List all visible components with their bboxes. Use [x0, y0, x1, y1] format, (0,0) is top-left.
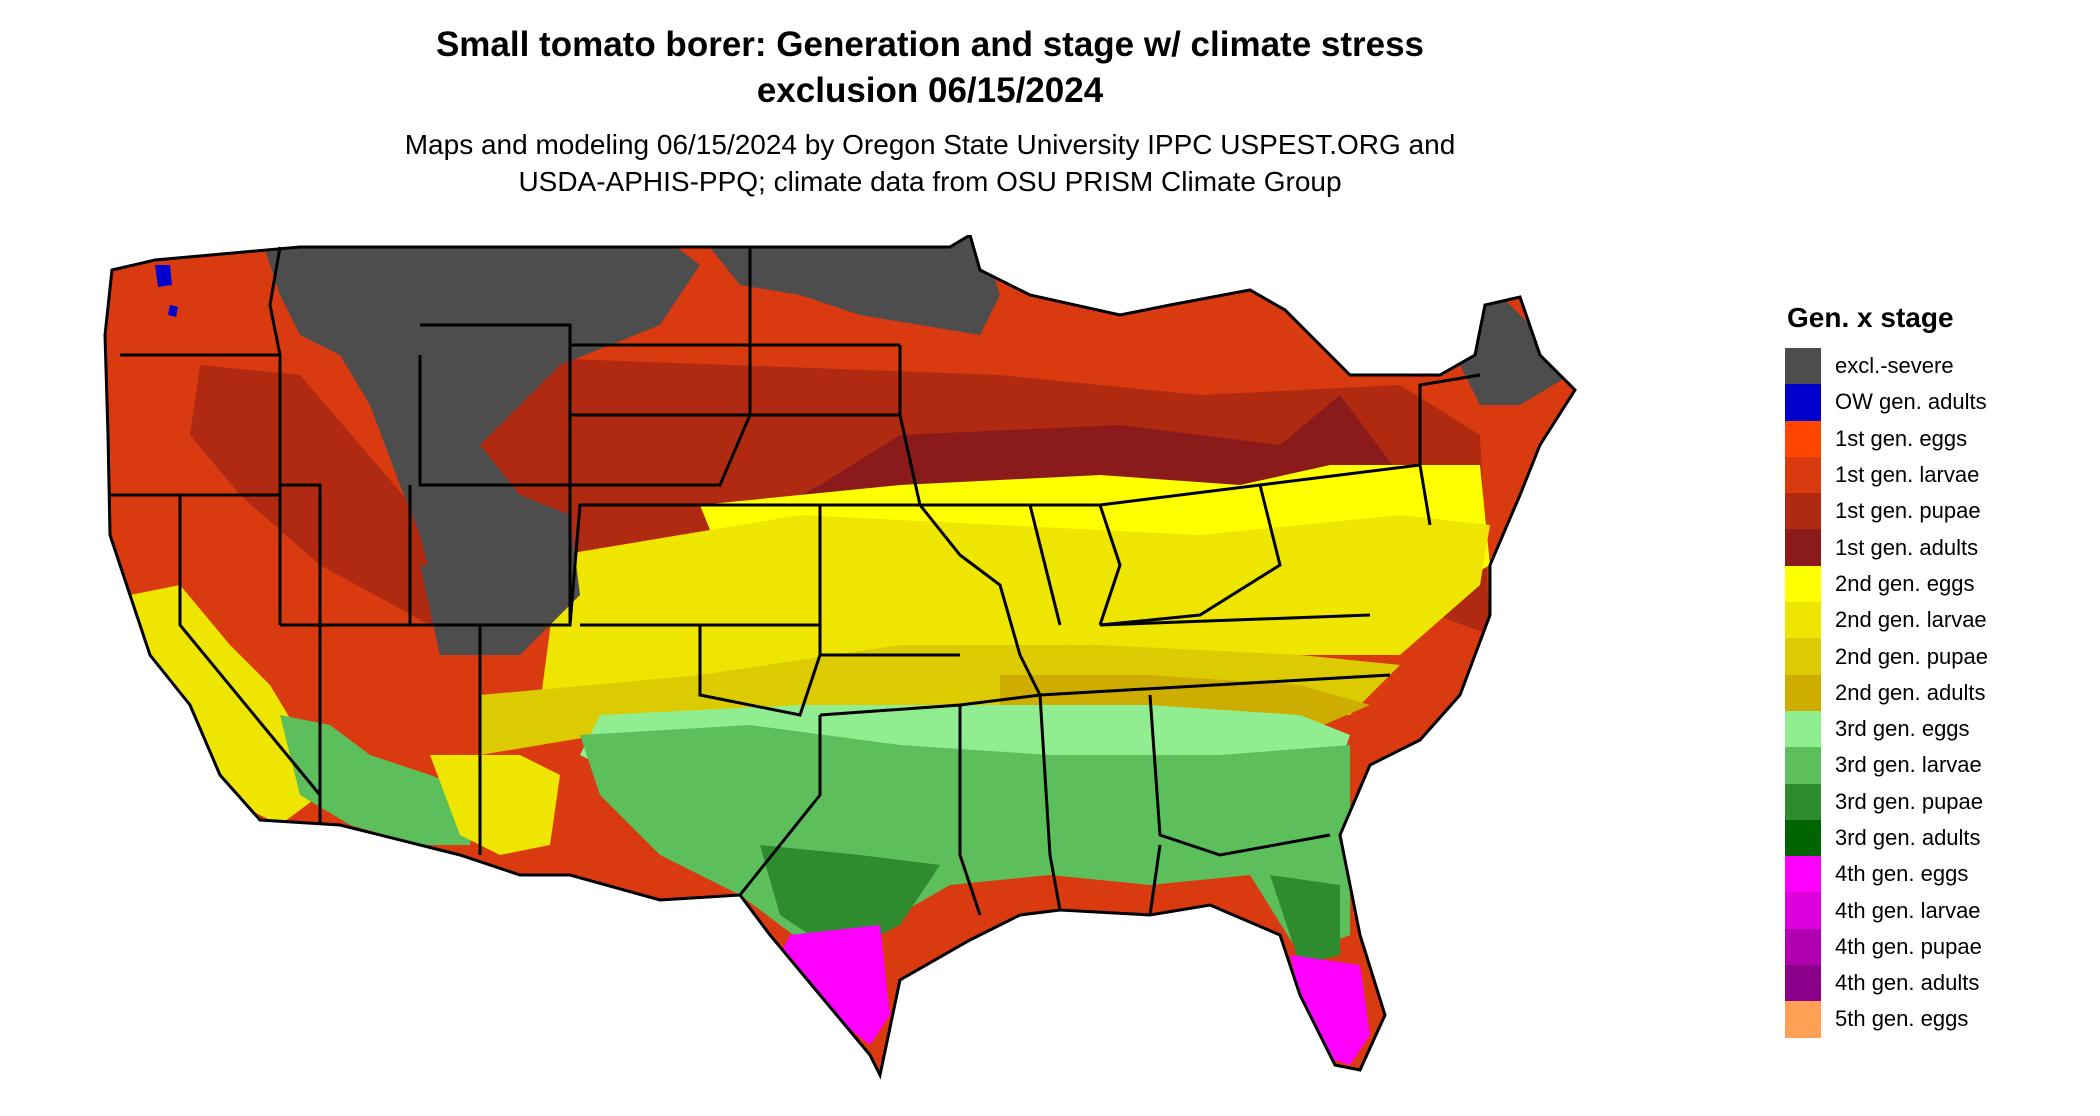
subtitle-line-2: USDA-APHIS-PPQ; climate data from OSU PR… — [518, 166, 1342, 197]
legend-label: 3rd gen. adults — [1835, 825, 1981, 850]
legend-swatch — [1785, 638, 1821, 675]
legend-item: 1st gen. larvae — [1785, 456, 1988, 494]
map-title: Small tomato borer: Generation and stage… — [0, 22, 1860, 114]
legend-label: 2nd gen. eggs — [1835, 570, 1975, 596]
legend-swatch — [1785, 928, 1821, 966]
legend-swatch — [1785, 493, 1821, 530]
legend-label: 4th gen. pupae — [1835, 933, 1982, 959]
legend-item: 3rd gen. adults — [1785, 819, 1988, 857]
legend-title: Gen. x stage — [1787, 302, 1954, 333]
legend-swatch — [1785, 1001, 1821, 1038]
legend-item: 4th gen. eggs — [1785, 856, 1988, 893]
legend-swatch — [1785, 348, 1821, 385]
legend-swatch — [1785, 965, 1821, 1002]
legend-swatch — [1785, 456, 1821, 494]
title-line-2: exclusion 06/15/2024 — [756, 71, 1104, 110]
legend-label: 1st gen. larvae — [1835, 462, 1980, 488]
legend-item: 3rd gen. larvae — [1785, 747, 1988, 784]
legend-label: 2nd gen. larvae — [1835, 607, 1987, 633]
title-line-1: Small tomato borer: Generation and stage… — [435, 25, 1425, 64]
region-2nd-larvae — [540, 515, 1490, 705]
map-subtitle: Maps and modeling 06/15/2024 by Oregon S… — [0, 126, 1860, 200]
legend-label: 1st gen. pupae — [1835, 498, 1981, 524]
legend-item: 4th gen. larvae — [1785, 892, 1988, 929]
region-sw-larvae — [430, 755, 560, 855]
legend-item: 2nd gen. larvae — [1785, 602, 1988, 639]
legend-label: 1st gen. eggs — [1835, 425, 1968, 451]
legend-swatch — [1785, 819, 1821, 857]
map-regions — [105, 235, 1575, 1075]
legend-swatch — [1785, 856, 1821, 893]
legend-item: 1st gen. adults — [1785, 529, 1988, 566]
legend-item: excl.-severe — [1785, 348, 1988, 385]
legend-item: 1st gen. eggs — [1785, 420, 1988, 457]
legend-label: 4th gen. eggs — [1835, 861, 1969, 887]
legend-item: 2nd gen. adults — [1785, 674, 1988, 711]
legend-items: excl.-severe OW gen. adults 1st gen. eggs 1… — [1785, 348, 1988, 1038]
region-west-pupae — [190, 365, 490, 625]
region-4th-eggs — [780, 925, 1370, 1065]
legend-label: 1st gen. adults — [1835, 534, 1979, 560]
legend-label: 2nd gen. adults — [1835, 679, 1986, 705]
legend-item: 3rd gen. eggs — [1785, 710, 1988, 748]
legend-item: 3rd gen. pupae — [1785, 783, 1988, 820]
legend-label: 5th gen. eggs — [1835, 1006, 1969, 1032]
legend-item: OW gen. adults — [1785, 384, 1988, 421]
legend-label: 4th gen. larvae — [1835, 897, 1981, 923]
region-3rd-pupae — [760, 845, 1340, 965]
subtitle-line-1: Maps and modeling 06/15/2024 by Oregon S… — [404, 129, 1456, 160]
legend-swatch — [1785, 674, 1821, 711]
legend-item: 1st gen. pupae — [1785, 493, 1988, 530]
legend-item: 5th gen. eggs — [1785, 1001, 1988, 1038]
legend-swatch — [1785, 783, 1821, 820]
legend-label: 2nd gen. pupae — [1835, 643, 1988, 669]
legend-item: 4th gen. adults — [1785, 965, 1988, 1002]
legend-item: 4th gen. pupae — [1785, 928, 1988, 966]
legend-item: 2nd gen. eggs — [1785, 565, 1988, 603]
legend-swatch — [1785, 565, 1821, 603]
legend-swatch — [1785, 710, 1821, 748]
legend-item: 2nd gen. pupae — [1785, 638, 1988, 675]
legend-label: excl.-severe — [1835, 353, 1954, 379]
legend: Gen. x stage excl.-severe OW gen. adults 1… — [1785, 302, 1988, 1038]
region-sw-yellow — [130, 585, 320, 825]
legend-swatch — [1785, 420, 1821, 457]
region-excl-severe-rockies — [260, 235, 700, 655]
legend-label: 4th gen. adults — [1835, 970, 1980, 996]
region-2nd-pupae — [480, 645, 1400, 755]
legend-label: 3rd gen. pupae — [1835, 788, 1984, 814]
region-ow-adults — [155, 265, 178, 317]
legend-label: 3rd gen. eggs — [1835, 716, 1970, 742]
state-borders — [103, 235, 1577, 1080]
legend-label: OW gen. adults — [1835, 389, 1987, 415]
legend-swatch — [1785, 529, 1821, 566]
region-excl-severe-southwest — [420, 565, 530, 655]
region-excl-severe-nd-mn — [700, 235, 1000, 335]
legend-swatch — [1785, 602, 1821, 639]
region-sw-green — [280, 715, 480, 845]
legend-swatch — [1785, 747, 1821, 784]
us-generation-map — [103, 235, 1577, 1080]
legend-label: 3rd gen. larvae — [1835, 752, 1982, 778]
legend-swatch — [1785, 384, 1821, 421]
legend-swatch — [1785, 892, 1821, 929]
